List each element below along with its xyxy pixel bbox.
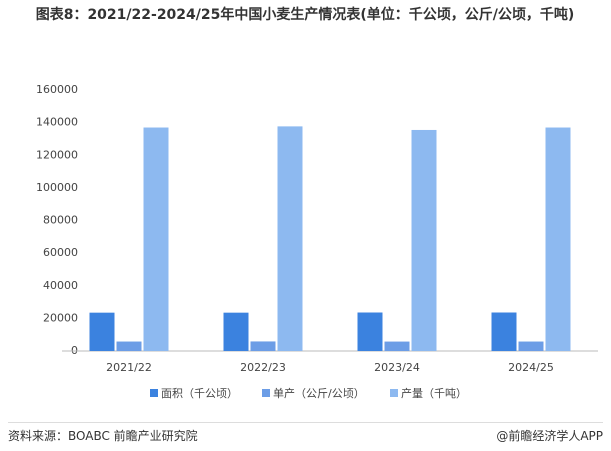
bar [116,341,142,351]
x-tick-label: 2021/22 [106,361,152,374]
credit: @前瞻经济学人APP [496,429,603,443]
bar [357,312,383,351]
y-tick-label: 140000 [36,116,78,129]
y-tick-label: 160000 [36,83,78,96]
legend-swatch [262,389,270,397]
bar [518,341,544,351]
source: 资料来源：BOABC 前瞻产业研究院 [8,429,198,443]
legend-label: 单产（公斤/公顷） [273,386,365,400]
bar [545,127,571,351]
bar [277,126,303,351]
y-tick-label: 100000 [36,181,78,194]
legend-label: 面积（千公顷） [161,387,238,400]
bar [491,312,517,351]
bar [250,341,276,351]
legend-swatch [390,389,398,397]
chart-title: 图表8：2021/22-2024/25年中国小麦生产情况表(单位：千公顷，公斤/… [35,7,575,23]
y-tick-label: 120000 [36,148,78,161]
y-tick-label: 60000 [43,246,78,259]
bar [411,129,437,351]
bar [384,341,410,351]
x-tick-label: 2022/23 [240,361,286,374]
bar [223,312,249,351]
x-tick-label: 2023/24 [374,361,420,374]
y-tick-label: 40000 [43,279,78,292]
footer: 资料来源：BOABC 前瞻产业研究院 @前瞻经济学人APP [8,422,603,444]
legend-swatch [150,389,158,397]
bar [143,127,169,351]
y-tick-label: 80000 [43,214,78,227]
bar [89,312,115,351]
y-tick-label: 20000 [43,311,78,324]
legend-label: 产量（千吨） [401,386,467,400]
x-tick-label: 2024/25 [508,361,554,374]
